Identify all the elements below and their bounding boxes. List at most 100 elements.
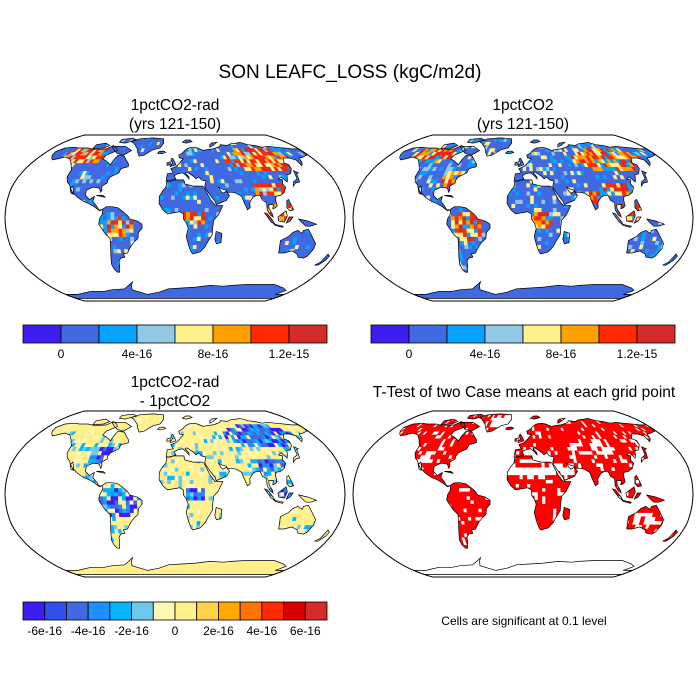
data-cell xyxy=(200,232,206,237)
data-cell xyxy=(204,195,209,200)
panel-2-title-line2: (yrs 121-150) xyxy=(476,116,570,133)
data-cell xyxy=(170,195,176,200)
data-cell xyxy=(193,232,198,237)
panel-1-title: 1pctCO2-rad (yrs 121-150) xyxy=(23,96,327,134)
data-cell xyxy=(102,219,108,225)
data-cell xyxy=(208,211,214,217)
data-cell xyxy=(114,223,119,229)
data-cell xyxy=(197,219,202,225)
data-cell xyxy=(193,219,198,225)
data-cell xyxy=(189,199,195,204)
data-cell xyxy=(197,215,202,221)
data-cell xyxy=(133,232,139,237)
data-cell xyxy=(197,203,202,209)
data-cell xyxy=(126,236,131,241)
data-cell xyxy=(193,203,198,209)
data-cell xyxy=(125,223,131,229)
data-cell xyxy=(204,236,209,241)
data-cell xyxy=(204,203,210,209)
data-cell xyxy=(189,219,195,225)
data-cell xyxy=(114,219,119,225)
data-cell xyxy=(106,219,112,225)
data-cell xyxy=(102,211,108,217)
data-cell xyxy=(208,227,213,233)
data-cell xyxy=(133,227,138,233)
data-cell xyxy=(200,240,205,246)
data-cell xyxy=(103,223,108,229)
data-cell xyxy=(196,195,202,200)
data-cell xyxy=(167,207,172,213)
data-cell xyxy=(200,186,205,192)
panel-4-title-line1: T-Test of two Case means at each grid po… xyxy=(372,384,676,401)
data-cell xyxy=(122,232,127,237)
data-cell xyxy=(222,195,228,200)
data-cell xyxy=(520,294,524,298)
data-cell xyxy=(189,203,195,209)
panel-3-title-line2: - 1pctCO2 xyxy=(139,393,211,410)
data-cell xyxy=(189,232,195,237)
data-cell xyxy=(200,199,206,204)
data-cell xyxy=(200,227,206,233)
data-cell xyxy=(204,211,210,217)
data-cell xyxy=(107,232,113,237)
data-cell xyxy=(186,219,191,225)
data-cell xyxy=(204,215,210,221)
data-cell xyxy=(208,207,214,213)
data-cell xyxy=(196,240,202,246)
map-panel-2 xyxy=(352,134,694,302)
data-cell xyxy=(189,223,195,229)
data-cell xyxy=(114,215,119,221)
data-cell xyxy=(193,207,198,213)
data-cell xyxy=(178,199,183,204)
data-cell xyxy=(106,207,112,213)
data-cell xyxy=(197,223,202,229)
panel-2-title-line1: 1pctCO2 xyxy=(492,97,554,114)
data-cell xyxy=(197,232,202,237)
data-cell xyxy=(118,219,123,225)
data-cell xyxy=(185,190,191,196)
data-cell xyxy=(186,211,191,217)
data-cell xyxy=(106,223,112,229)
data-cell xyxy=(182,203,187,209)
data-cell xyxy=(170,207,176,213)
data-cell xyxy=(189,215,195,221)
data-cell xyxy=(189,211,195,217)
data-cell xyxy=(163,199,168,204)
data-cell xyxy=(174,199,180,204)
data-cell xyxy=(167,182,172,188)
data-cell xyxy=(106,211,112,217)
data-cell xyxy=(102,215,108,221)
panel-4-title: T-Test of two Case means at each grid po… xyxy=(352,383,696,402)
data-cell xyxy=(125,227,131,233)
panel-2-title: 1pctCO2 (yrs 121-150) xyxy=(371,96,675,134)
data-cell xyxy=(215,232,221,237)
data-cell xyxy=(189,195,194,200)
data-cell xyxy=(122,236,128,241)
data-cell xyxy=(193,223,198,229)
data-cell xyxy=(189,244,194,250)
data-cell xyxy=(193,190,198,196)
data-cell xyxy=(201,223,206,229)
data-cell xyxy=(178,190,183,196)
data-cell xyxy=(208,203,213,209)
data-cell xyxy=(200,190,205,196)
data-cell xyxy=(106,215,112,221)
data-cell xyxy=(110,223,116,229)
data-cell xyxy=(174,207,180,213)
data-cell xyxy=(167,190,172,196)
data-cell xyxy=(200,195,206,200)
panel-3-title-line1: 1pctCO2-rad xyxy=(130,374,220,391)
data-cell xyxy=(201,211,206,217)
data-cell xyxy=(204,199,210,204)
data-cell xyxy=(189,240,194,246)
data-cell xyxy=(174,166,179,172)
data-cell xyxy=(121,215,127,221)
data-cell xyxy=(189,236,194,241)
data-cell xyxy=(189,186,194,192)
ttest-significance-note: Cells are significant at 0.1 level xyxy=(441,614,607,628)
data-cell xyxy=(197,199,202,204)
data-cell xyxy=(110,215,115,221)
map-panel-1 xyxy=(4,134,346,302)
